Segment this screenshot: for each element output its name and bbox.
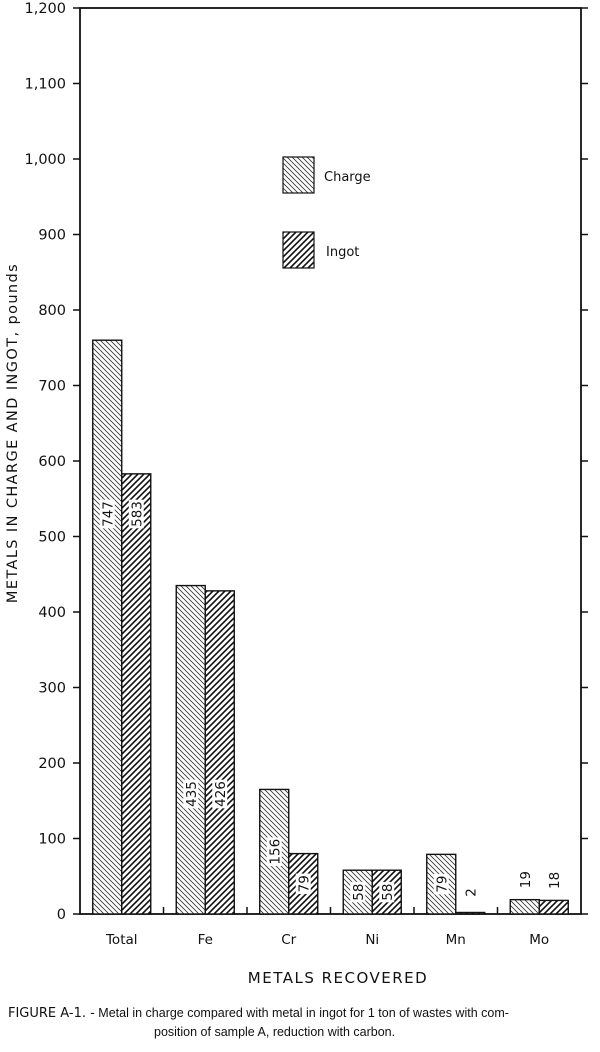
x-tick-label: Mn — [446, 932, 466, 948]
legend-label-ingot: Ingot — [326, 245, 359, 260]
caption-line-1: Metal in charge compared with metal in i… — [98, 1006, 509, 1020]
y-tick-label: 600 — [38, 454, 66, 470]
y-tick-label: 100 — [38, 832, 66, 848]
y-tick-label: 1,000 — [24, 152, 66, 168]
x-tick-label: Fe — [198, 932, 213, 948]
y-tick-label: 400 — [38, 605, 66, 621]
plot-frame — [79, 7, 582, 915]
legend-swatch-charge — [282, 156, 315, 194]
data-label: 79 — [434, 876, 450, 893]
y-axis: 0 100 200 300 400 500 600 700 800 900 1,000 1,100 1,… — [24, 1, 588, 923]
bar-charge-total — [92, 339, 123, 915]
bar-ingot-mn — [455, 911, 486, 915]
data-label-bg — [183, 779, 199, 809]
data-label: 58 — [351, 884, 367, 901]
x-tick-label: Total — [105, 932, 138, 948]
legend-swatch-ingot — [282, 231, 315, 269]
data-label: 435 — [184, 781, 200, 807]
data-label-bg — [379, 881, 395, 903]
caption-label: FIGURE A-1. - — [8, 1006, 95, 1021]
x-tick-label: Ni — [365, 932, 379, 948]
y-tick-label: 1,100 — [24, 77, 66, 93]
y-tick-label: 800 — [38, 303, 66, 319]
legend: Charge Ingot — [282, 156, 371, 269]
y-axis-title: METALS IN CHARGE AND INGOT, pounds — [5, 263, 21, 603]
bar-ingot-fe — [204, 590, 235, 915]
y-tick-label: 900 — [38, 228, 66, 244]
caption-line-2: position of sample A, reduction with car… — [154, 1025, 396, 1039]
y-tick-label: 1,200 — [24, 1, 66, 17]
bar-chart: 0 100 200 300 400 500 600 700 800 900 1,000 1,100 1,… — [5, 1, 588, 987]
data-label: 426 — [213, 781, 229, 807]
data-label-bg — [266, 837, 282, 867]
data-label-bg — [128, 499, 144, 529]
data-label: 58 — [380, 884, 396, 901]
y-tick-label: 700 — [38, 379, 66, 395]
figure-caption: FIGURE A-1. - Metal in charge compared w… — [8, 1004, 592, 1042]
data-label: 583 — [129, 501, 145, 527]
data-label: 747 — [100, 501, 116, 527]
data-label: 79 — [296, 875, 312, 892]
x-tick-label: Cr — [281, 932, 296, 948]
bars-group: 747 583 435 426 156 79 58 58 79 2 19 18 — [92, 339, 569, 915]
y-tick-label: 200 — [38, 756, 66, 772]
data-label: 2 — [463, 888, 479, 897]
x-axis-title: METALS RECOVERED — [248, 969, 428, 987]
data-label: 18 — [547, 872, 563, 889]
data-label-bg — [99, 499, 115, 529]
bar-ingot-total — [121, 473, 152, 915]
data-label-bg — [433, 873, 449, 895]
legend-label-charge: Charge — [324, 170, 371, 185]
x-axis: Total Fe Cr Ni Mn Mo — [105, 907, 549, 948]
y-tick-label: 500 — [38, 530, 66, 546]
data-label: 156 — [267, 839, 283, 865]
data-label-bg — [295, 873, 311, 894]
data-label-bg — [212, 779, 228, 809]
x-tick-label: Mo — [529, 932, 549, 948]
data-label-bg — [350, 881, 366, 903]
data-label: 19 — [518, 871, 534, 888]
bar-charge-mo — [509, 898, 540, 915]
y-tick-label: 300 — [38, 681, 66, 697]
y-tick-label: 0 — [57, 907, 66, 923]
bar-ingot-mo — [538, 899, 569, 915]
bar-charge-fe — [175, 584, 206, 915]
